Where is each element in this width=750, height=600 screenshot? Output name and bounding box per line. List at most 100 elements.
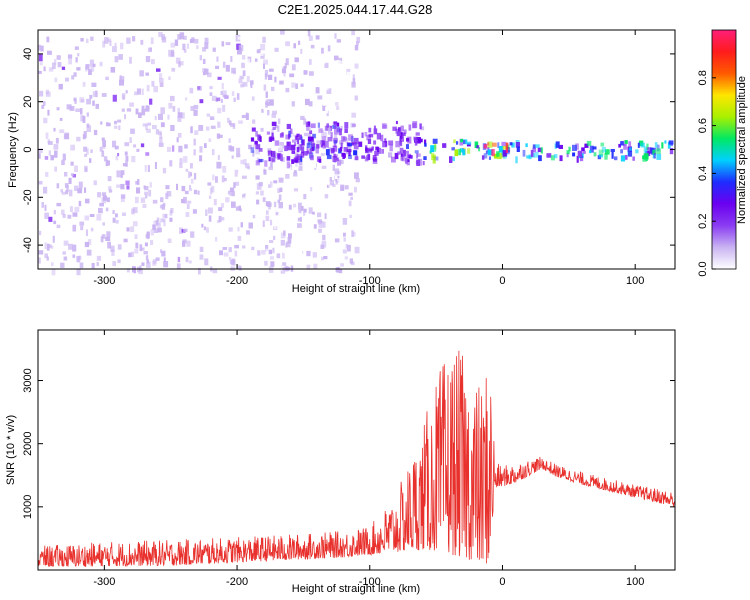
spectrogram-cell: [412, 122, 417, 129]
spectrogram-cell: [337, 177, 342, 183]
spectrogram-cell: [346, 206, 350, 211]
spectrogram-cell: [163, 261, 169, 268]
spectrogram-cell: [338, 268, 343, 274]
colorbar-tick-label: 0.2: [697, 214, 709, 229]
spectrogram-cell: [251, 246, 255, 251]
spectrogram-cell: [273, 156, 276, 162]
spectrogram-cell: [308, 207, 313, 214]
spectrogram-cell: [291, 64, 296, 71]
spectrogram-cell: [367, 153, 371, 160]
spectrogram-cell: [225, 64, 230, 72]
spectrogram-cell: [243, 263, 249, 271]
spectrogram-cell: [152, 199, 158, 204]
spectrogram-cell: [407, 158, 410, 162]
spectrogram-cell: [332, 145, 338, 152]
spectrogram-cell: [620, 155, 626, 162]
spectrogram-cell: [399, 147, 404, 153]
spectrogram-cell: [403, 129, 407, 134]
spectrogram-cell: [395, 120, 398, 125]
spectrogram-cell: [112, 210, 115, 214]
spectrogram-cell: [194, 130, 199, 135]
spectrogram-cell: [137, 266, 140, 273]
spectrogram-cell: [267, 240, 272, 247]
spectrogram-cell: [336, 157, 340, 161]
spectrogram-cell: [76, 268, 81, 276]
spectrogram-cell: [326, 87, 329, 91]
spectrogram-cell: [272, 70, 278, 77]
spectrogram-cell: [352, 158, 357, 166]
spectrogram-cell: [181, 199, 185, 204]
spectrogram-cell: [212, 174, 215, 181]
spectrogram-cell: [313, 224, 317, 229]
spectrogram-cell: [74, 46, 79, 50]
spectrogram-cell: [112, 261, 116, 267]
spectrogram-cell: [186, 43, 190, 49]
spectrogram-cell: [351, 127, 355, 132]
spectrogram-cell: [301, 151, 305, 158]
spectrogram-cell: [99, 202, 104, 207]
spectrogram-cell: [182, 239, 187, 244]
spectrogram-cell: [61, 191, 66, 195]
spectrogram-cell: [308, 101, 313, 107]
spectrogram-cell: [53, 59, 57, 65]
spectrogram-cell: [316, 166, 320, 171]
spectrogram-cell: [139, 70, 144, 77]
spectrogram-cell: [46, 36, 50, 43]
spectrogram-cell: [111, 249, 115, 256]
spectrogram-cell: [353, 145, 359, 150]
spectrogram-cell: [269, 99, 274, 106]
spectrogram-cell: [86, 249, 92, 256]
spectrogram-cell: [268, 74, 273, 80]
spectrogram-cell: [183, 196, 187, 204]
spectrogram-cell: [219, 250, 223, 256]
spectrogram-cell: [353, 150, 358, 156]
spectrogram-cell: [143, 251, 148, 255]
spectrogram-cell: [114, 42, 117, 47]
spectrogram-cell: [153, 220, 158, 224]
spectrogram-cell: [231, 191, 235, 197]
spectrogram-cell: [60, 262, 65, 268]
spectrogram-cell: [669, 148, 674, 155]
spectrogram-cell: [276, 253, 281, 259]
spectrogram-cell: [252, 119, 256, 124]
spectrogram-cell: [251, 165, 254, 169]
spectrogram-cell: [351, 142, 357, 146]
spectrogram-cell: [311, 173, 316, 179]
spectrogram-cell: [276, 163, 280, 170]
spectrogram-cell: [221, 41, 225, 47]
spectrogram-cell: [266, 210, 269, 215]
spectrogram-cell: [297, 92, 301, 97]
spectrogram-cell: [589, 150, 592, 154]
spectrogram-cell: [178, 61, 184, 66]
spectrogram-cell: [322, 234, 326, 241]
spectrogram-cell: [337, 159, 342, 166]
spectrogram-cell: [281, 74, 284, 79]
spectrogram-cell: [141, 109, 146, 116]
spectrogram-cell: [354, 180, 357, 185]
spectrogram-cell: [312, 214, 318, 219]
spectrogram-cell: [317, 212, 322, 218]
spectrogram-cell: [43, 186, 48, 194]
spectrogram-cell: [315, 147, 319, 154]
spectrogram-cell: [112, 217, 116, 223]
spectrogram-cell: [287, 251, 292, 257]
spectrogram-cell: [45, 91, 51, 97]
spectrogram-cell: [86, 148, 89, 155]
spectrogram-cell: [145, 72, 149, 76]
spectrogram-cell: [336, 39, 341, 43]
spectrogram-cell: [335, 175, 338, 179]
colorbar-tick-label: 0.0: [697, 261, 709, 276]
spectrogram-cell: [288, 163, 293, 171]
spectrogram-cell: [354, 63, 359, 69]
spectrogram-cell: [298, 166, 303, 171]
spectrogram-cell: [424, 139, 427, 145]
spectrogram-cell: [285, 174, 290, 179]
spectrogram-cell: [114, 120, 117, 125]
spectrogram-cell: [349, 56, 353, 63]
spectrogram-cell: [293, 172, 298, 177]
spectrogram-cell: [335, 249, 338, 253]
spectrogram-cell: [620, 141, 624, 146]
spectrogram-cell: [279, 220, 282, 227]
spectrogram-cell: [222, 166, 227, 173]
spectrogram-cell: [280, 239, 285, 246]
